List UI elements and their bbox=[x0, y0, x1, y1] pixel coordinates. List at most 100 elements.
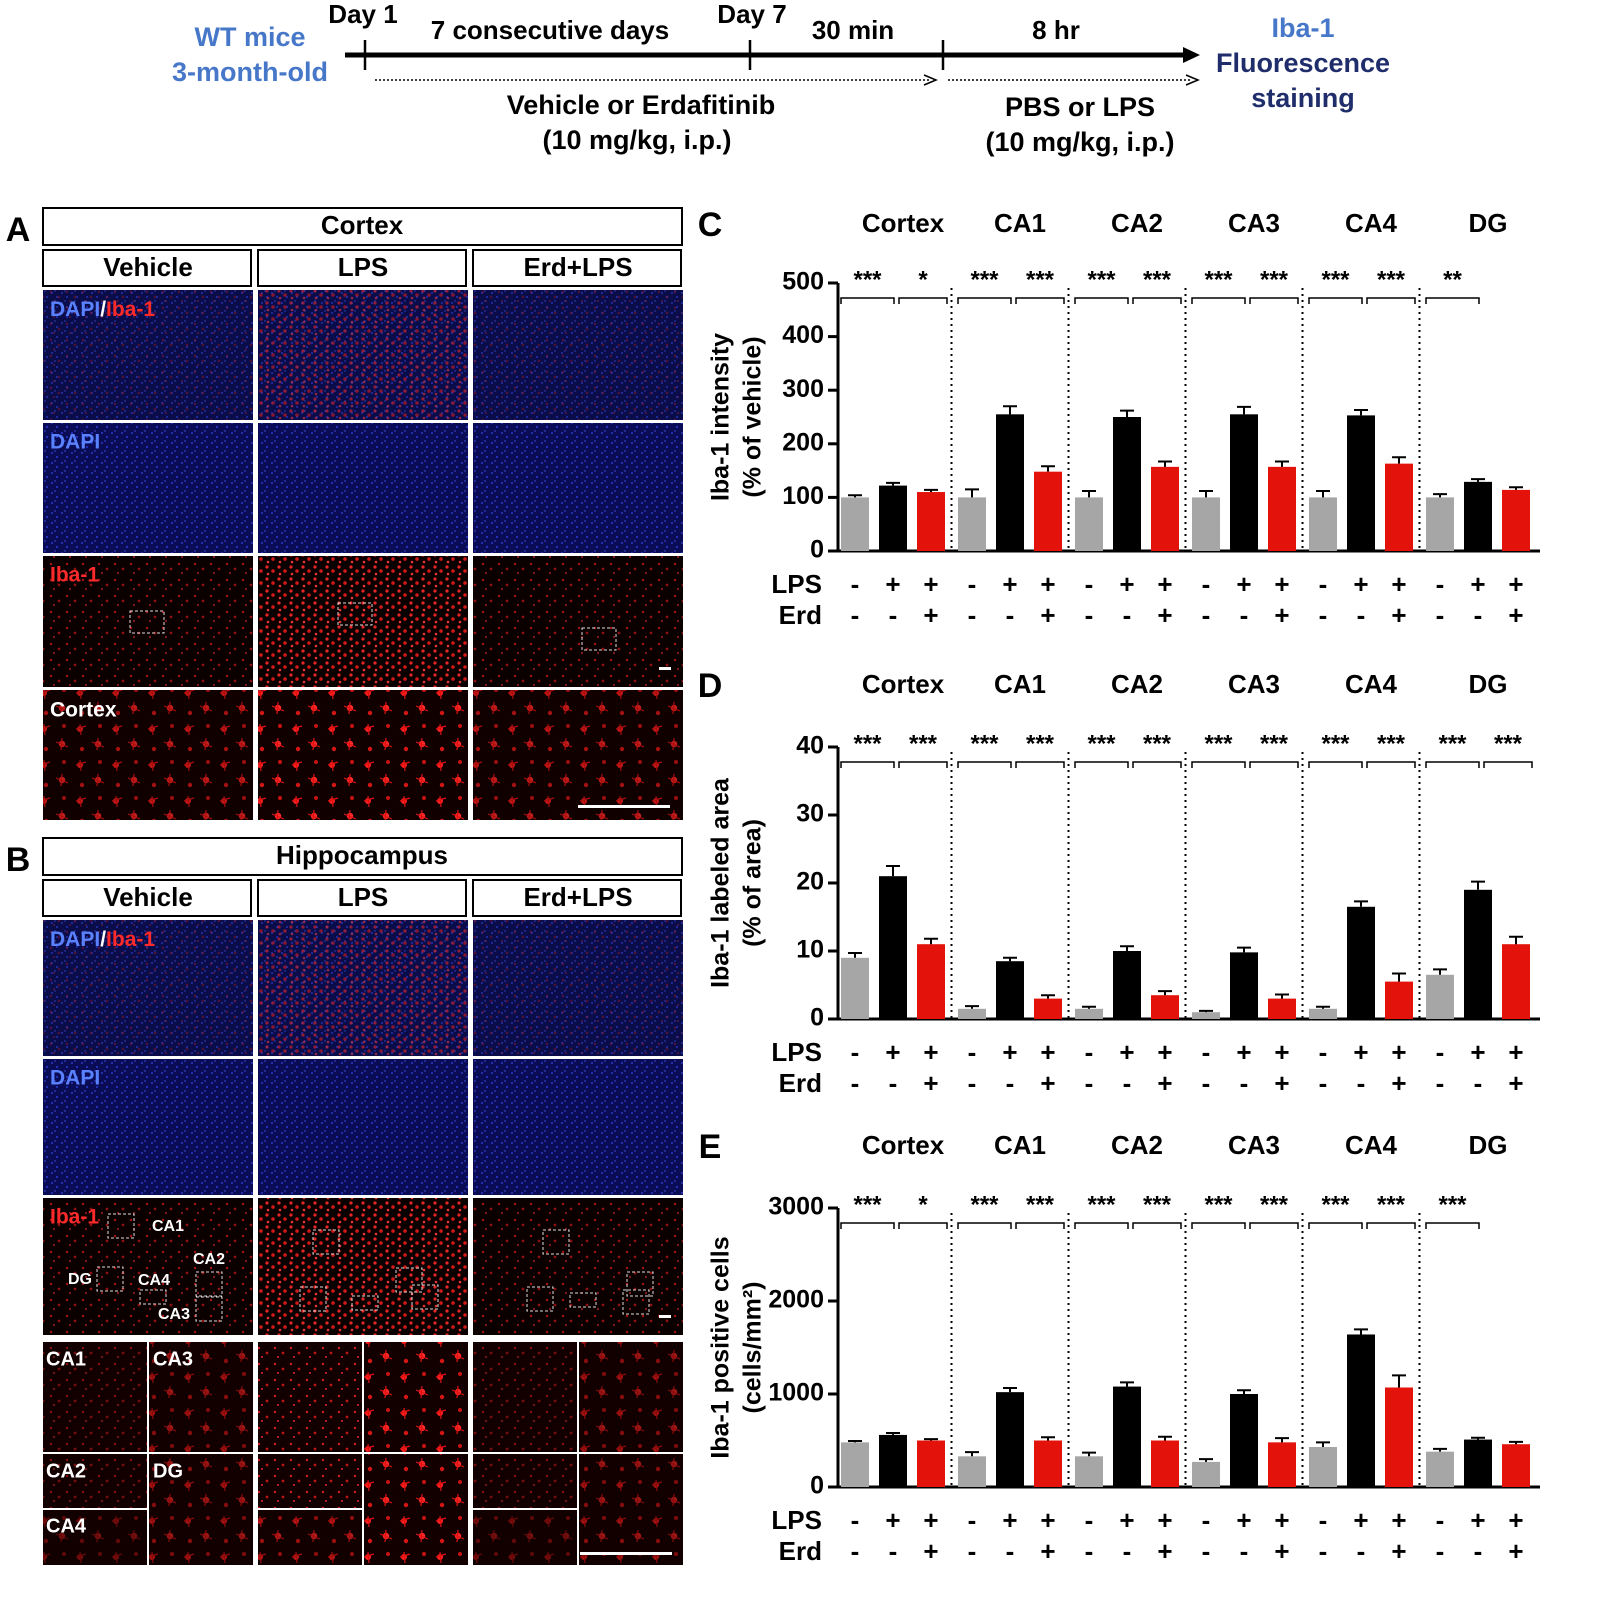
bar bbox=[1034, 998, 1062, 1019]
bar bbox=[917, 492, 945, 551]
lps-sign: + bbox=[1236, 569, 1251, 599]
error-bar bbox=[924, 488, 938, 493]
significance-label: *** bbox=[1026, 1191, 1055, 1218]
row-label: Erd bbox=[779, 600, 822, 630]
image-texture bbox=[43, 1059, 253, 1195]
bar bbox=[1464, 481, 1492, 551]
error-bar bbox=[1471, 880, 1485, 890]
lps-sign: + bbox=[1157, 1505, 1172, 1535]
image-texture bbox=[579, 1454, 683, 1565]
significance-bracket bbox=[1015, 761, 1065, 768]
bar bbox=[1502, 944, 1530, 1019]
lps-sign: + bbox=[1040, 1037, 1055, 1067]
group-label: CA3 bbox=[1228, 1130, 1280, 1160]
error-bar bbox=[1199, 489, 1213, 498]
bar bbox=[996, 961, 1024, 1019]
bar bbox=[1151, 995, 1179, 1019]
significance-bracket bbox=[1132, 1222, 1182, 1229]
roi-box bbox=[195, 1296, 223, 1322]
roi-box bbox=[299, 1286, 327, 1312]
significance-bracket bbox=[1074, 297, 1129, 304]
erd-sign: + bbox=[1391, 600, 1406, 630]
column-header: Erd+LPS bbox=[523, 882, 632, 912]
lps-sign: - bbox=[1202, 1505, 1211, 1535]
bar bbox=[1075, 497, 1103, 551]
channel-label-part: Iba-1 bbox=[106, 298, 155, 321]
y-tick-label: 10 bbox=[796, 936, 824, 964]
significance-label: *** bbox=[1204, 266, 1233, 293]
column-header: Erd+LPS bbox=[523, 252, 632, 282]
significance-bracket bbox=[898, 761, 948, 768]
significance-label: *** bbox=[1377, 266, 1406, 293]
y-tick-label: 300 bbox=[782, 375, 824, 403]
lps-sign: + bbox=[1508, 569, 1523, 599]
image-texture bbox=[43, 1454, 147, 1508]
bar bbox=[1034, 471, 1062, 551]
error-bar bbox=[1003, 405, 1017, 415]
significance-label: *** bbox=[1204, 1191, 1233, 1218]
lps-sign: + bbox=[1274, 1037, 1289, 1067]
scale-bar bbox=[580, 1552, 672, 1555]
significance-bracket bbox=[1366, 297, 1416, 304]
image-texture bbox=[43, 290, 253, 420]
region-label: CA4 bbox=[138, 1272, 170, 1289]
error-bar bbox=[886, 1432, 900, 1435]
bar bbox=[1034, 1440, 1062, 1487]
erd-sign: - bbox=[1085, 1536, 1094, 1566]
erd-sign: - bbox=[1085, 600, 1094, 630]
roi-box bbox=[195, 1271, 223, 1297]
panel-letter: A bbox=[6, 211, 31, 249]
bar bbox=[1075, 1456, 1103, 1487]
bar bbox=[879, 876, 907, 1019]
timeline-treatment: PBS or LPS bbox=[1005, 92, 1155, 122]
image-texture bbox=[258, 1510, 362, 1565]
group-label: Cortex bbox=[862, 669, 945, 699]
significance-label: ** bbox=[1443, 266, 1462, 293]
lps-sign: - bbox=[1085, 569, 1094, 599]
image-texture bbox=[258, 1342, 362, 1452]
timeline-label: 8 hr bbox=[1032, 15, 1080, 45]
error-bar bbox=[1199, 1009, 1213, 1013]
group-label: CA4 bbox=[1345, 669, 1398, 699]
lps-sign: + bbox=[1353, 1037, 1368, 1067]
roi-box bbox=[139, 1289, 167, 1305]
erd-sign: - bbox=[1202, 600, 1211, 630]
lps-sign: + bbox=[1236, 1037, 1251, 1067]
significance-label: *** bbox=[1321, 1191, 1350, 1218]
bar bbox=[1075, 1008, 1103, 1019]
channel-label: DAPI bbox=[50, 431, 100, 454]
bar bbox=[841, 497, 869, 551]
bar bbox=[1385, 463, 1413, 551]
y-tick-label: 100 bbox=[782, 482, 824, 510]
bar bbox=[1502, 1444, 1530, 1487]
significance-label: *** bbox=[1377, 730, 1406, 757]
lps-sign: - bbox=[968, 1037, 977, 1067]
error-bar bbox=[965, 488, 979, 498]
roi-box bbox=[542, 1229, 570, 1255]
lps-sign: - bbox=[1202, 1037, 1211, 1067]
significance-label: *** bbox=[1494, 730, 1523, 757]
bar bbox=[1192, 497, 1220, 551]
image-texture bbox=[258, 1059, 468, 1195]
erd-sign: + bbox=[1508, 1536, 1523, 1566]
row-label: LPS bbox=[771, 1505, 822, 1535]
erd-sign: + bbox=[1391, 1068, 1406, 1098]
bar bbox=[917, 1440, 945, 1487]
image-texture bbox=[473, 423, 683, 553]
y-tick-label: 1000 bbox=[768, 1379, 824, 1407]
significance-label: *** bbox=[1438, 1191, 1467, 1218]
error-bar bbox=[1041, 465, 1055, 472]
panel-letter: C bbox=[698, 206, 723, 244]
erd-sign: - bbox=[1474, 1536, 1483, 1566]
lps-sign: - bbox=[968, 569, 977, 599]
y-tick-label: 0 bbox=[810, 1472, 824, 1500]
y-axis-label: (cells/mm²) bbox=[739, 1282, 767, 1414]
y-tick-label: 500 bbox=[782, 268, 824, 296]
error-bar bbox=[1003, 956, 1017, 962]
image-texture bbox=[258, 290, 468, 420]
lps-sign: + bbox=[923, 569, 938, 599]
lps-sign: + bbox=[1157, 1037, 1172, 1067]
header-box bbox=[257, 879, 467, 917]
y-tick-label: 3000 bbox=[768, 1193, 824, 1221]
lps-sign: + bbox=[1119, 1037, 1134, 1067]
